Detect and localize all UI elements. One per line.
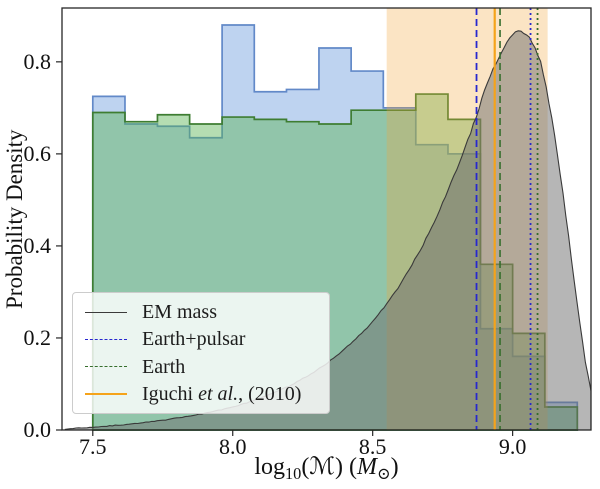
svg-text:0.6: 0.6 bbox=[24, 141, 52, 166]
iguchi-line-swatch-icon bbox=[85, 392, 127, 395]
legend-label-earth-pulsar: Earth+pulsar bbox=[142, 328, 246, 351]
legend-item-iguchi: Iguchi et al., (2010) bbox=[85, 384, 317, 404]
svg-text:0.8: 0.8 bbox=[24, 49, 52, 74]
svg-text:8.0: 8.0 bbox=[219, 434, 247, 459]
svg-text:0.0: 0.0 bbox=[24, 417, 52, 442]
x-axis-label-text: log10(ℳ) (M⊙) bbox=[254, 454, 399, 483]
y-axis-label: Probability Density bbox=[2, 129, 27, 309]
earth-pulsar-line-swatch-icon bbox=[85, 338, 127, 340]
legend-item-em-mass: EM mass bbox=[85, 302, 317, 322]
svg-text:0.2: 0.2 bbox=[24, 325, 52, 350]
legend-label-earth: Earth bbox=[142, 355, 186, 378]
x-axis-label: log10(ℳ) (M⊙) bbox=[62, 452, 591, 484]
legend-item-earth: Earth bbox=[85, 357, 317, 377]
em-mass-line-swatch-icon bbox=[85, 311, 127, 313]
legend-label-em-mass: EM mass bbox=[142, 301, 217, 323]
svg-text:8.5: 8.5 bbox=[359, 434, 387, 459]
legend-label-iguchi: Iguchi et al., (2010) bbox=[142, 382, 302, 405]
svg-text:0.4: 0.4 bbox=[24, 233, 52, 258]
svg-text:9.0: 9.0 bbox=[499, 434, 527, 459]
legend: EM mass Earth+pulsar Earth Iguchi et al.… bbox=[72, 292, 330, 414]
earth-line-swatch-icon bbox=[85, 366, 127, 368]
svg-text:7.5: 7.5 bbox=[79, 434, 107, 459]
legend-item-earth-pulsar: Earth+pulsar bbox=[85, 329, 317, 349]
